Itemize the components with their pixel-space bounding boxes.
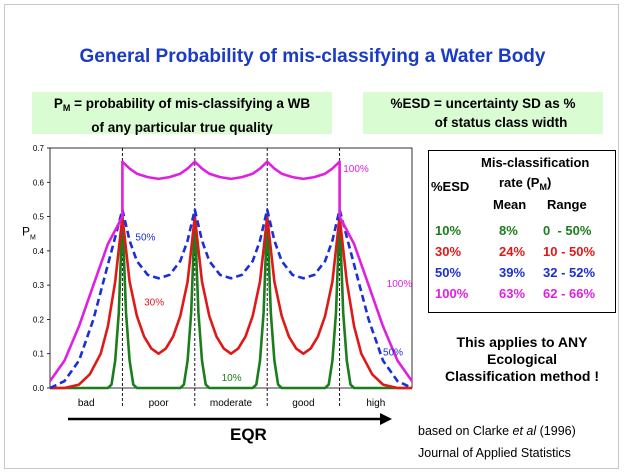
series-annotation: 50% (383, 347, 403, 358)
esd-definition-line1: %ESD = uncertainty SD as % (390, 96, 576, 111)
y-tick-label: 0.2 (33, 315, 45, 324)
table-header-paren: ) (546, 175, 552, 190)
source-line1: based on Clarke et al (1996) (418, 420, 618, 442)
applies-note: This applies to ANY Ecological Classific… (424, 334, 620, 385)
source-authors: based on Clarke (418, 424, 513, 438)
series-line (50, 215, 412, 390)
table-cell-esd: 100% (435, 286, 469, 301)
series-line (50, 215, 412, 390)
table-cell-esd: 50% (435, 265, 462, 280)
table-col-range: Range (547, 197, 587, 212)
pm-definition-line2: of any particular true quality (91, 120, 273, 135)
y-tick-label: 0.7 (33, 144, 45, 153)
series-annotation: 50% (135, 233, 155, 244)
applies-line2: Ecological (486, 351, 558, 367)
misclassification-table: Mis-classification rate (PM) %ESD Mean R… (428, 150, 616, 313)
table-cell-esd: 10% (435, 223, 462, 238)
class-label: high (366, 398, 385, 409)
table-cell-range: 10 - 50% (543, 244, 596, 259)
series-annotation: 10% (222, 373, 242, 384)
series-line (48, 160, 414, 382)
series-line (49, 208, 413, 390)
series-annotation: 100% (387, 279, 413, 290)
table-col-mean: Mean (493, 197, 527, 212)
y-tick-label: 0.6 (33, 178, 45, 187)
table-cell-range: 32 - 52% (543, 265, 596, 280)
class-label: poor (149, 398, 170, 409)
applies-line1: This applies to ANY (456, 334, 588, 350)
y-tick-label: 0.0 (33, 384, 45, 393)
class-label: bad (78, 398, 95, 409)
pm-symbol: P (53, 96, 63, 111)
plot-area-frame (49, 147, 413, 389)
esd-definition-box: %ESD = uncertainty SD as % of status cla… (363, 92, 603, 134)
source-citation: based on Clarke et al (1996) Journal of … (418, 420, 618, 464)
y-tick-label: 0.4 (33, 247, 45, 256)
y-tick-label: 0.1 (33, 350, 45, 359)
pm-definition-text: = probability of mis-classifying a WB (70, 96, 311, 111)
y-tick-label: 0.5 (33, 213, 45, 222)
eqr-arrow-head (380, 413, 392, 425)
esd-definition-line2: of status class width (434, 115, 568, 130)
table-col-esd: %ESD (431, 179, 470, 194)
class-label: good (292, 398, 314, 409)
table-cell-mean: 63% (499, 286, 526, 301)
pm-definition-line1: PM = probability of mis-classifying a WB (53, 96, 311, 113)
table-cell-mean: 8% (499, 223, 518, 238)
pm-definition-box: PM = probability of mis-classifying a WB… (32, 92, 332, 135)
y-tick-label: 0.3 (33, 281, 45, 290)
applies-line3: Classification method ! (444, 368, 600, 384)
slide-title: General Probability of mis-classifying a… (79, 46, 546, 67)
table-cell-mean: 24% (499, 244, 526, 259)
y-axis-label: P (22, 224, 30, 238)
table-cell-mean: 39% (499, 265, 526, 280)
series-annotation: 100% (343, 164, 369, 175)
slide-frame (4, 4, 619, 469)
pm-subscript: M (62, 103, 71, 113)
source-line2: Journal of Applied Statistics (418, 446, 571, 460)
eqr-axis-label: EQR (230, 425, 267, 444)
table-header-line2: rate (PM) (499, 175, 551, 192)
y-axis-label-subscript: M (30, 234, 36, 241)
source-etal: et al (512, 424, 537, 438)
table-header-line1: Mis-classification (481, 155, 590, 170)
class-label: moderate (210, 398, 253, 409)
table-cell-range: 62 - 66% (543, 286, 596, 301)
table-cell-range: 0 - 50% (543, 223, 592, 238)
source-year: (1996) (536, 424, 576, 438)
table-header-subscript: M (539, 182, 547, 192)
table-header-rate: rate (P (499, 175, 540, 190)
table-cell-esd: 30% (435, 244, 462, 259)
series-annotation: 30% (144, 298, 164, 309)
